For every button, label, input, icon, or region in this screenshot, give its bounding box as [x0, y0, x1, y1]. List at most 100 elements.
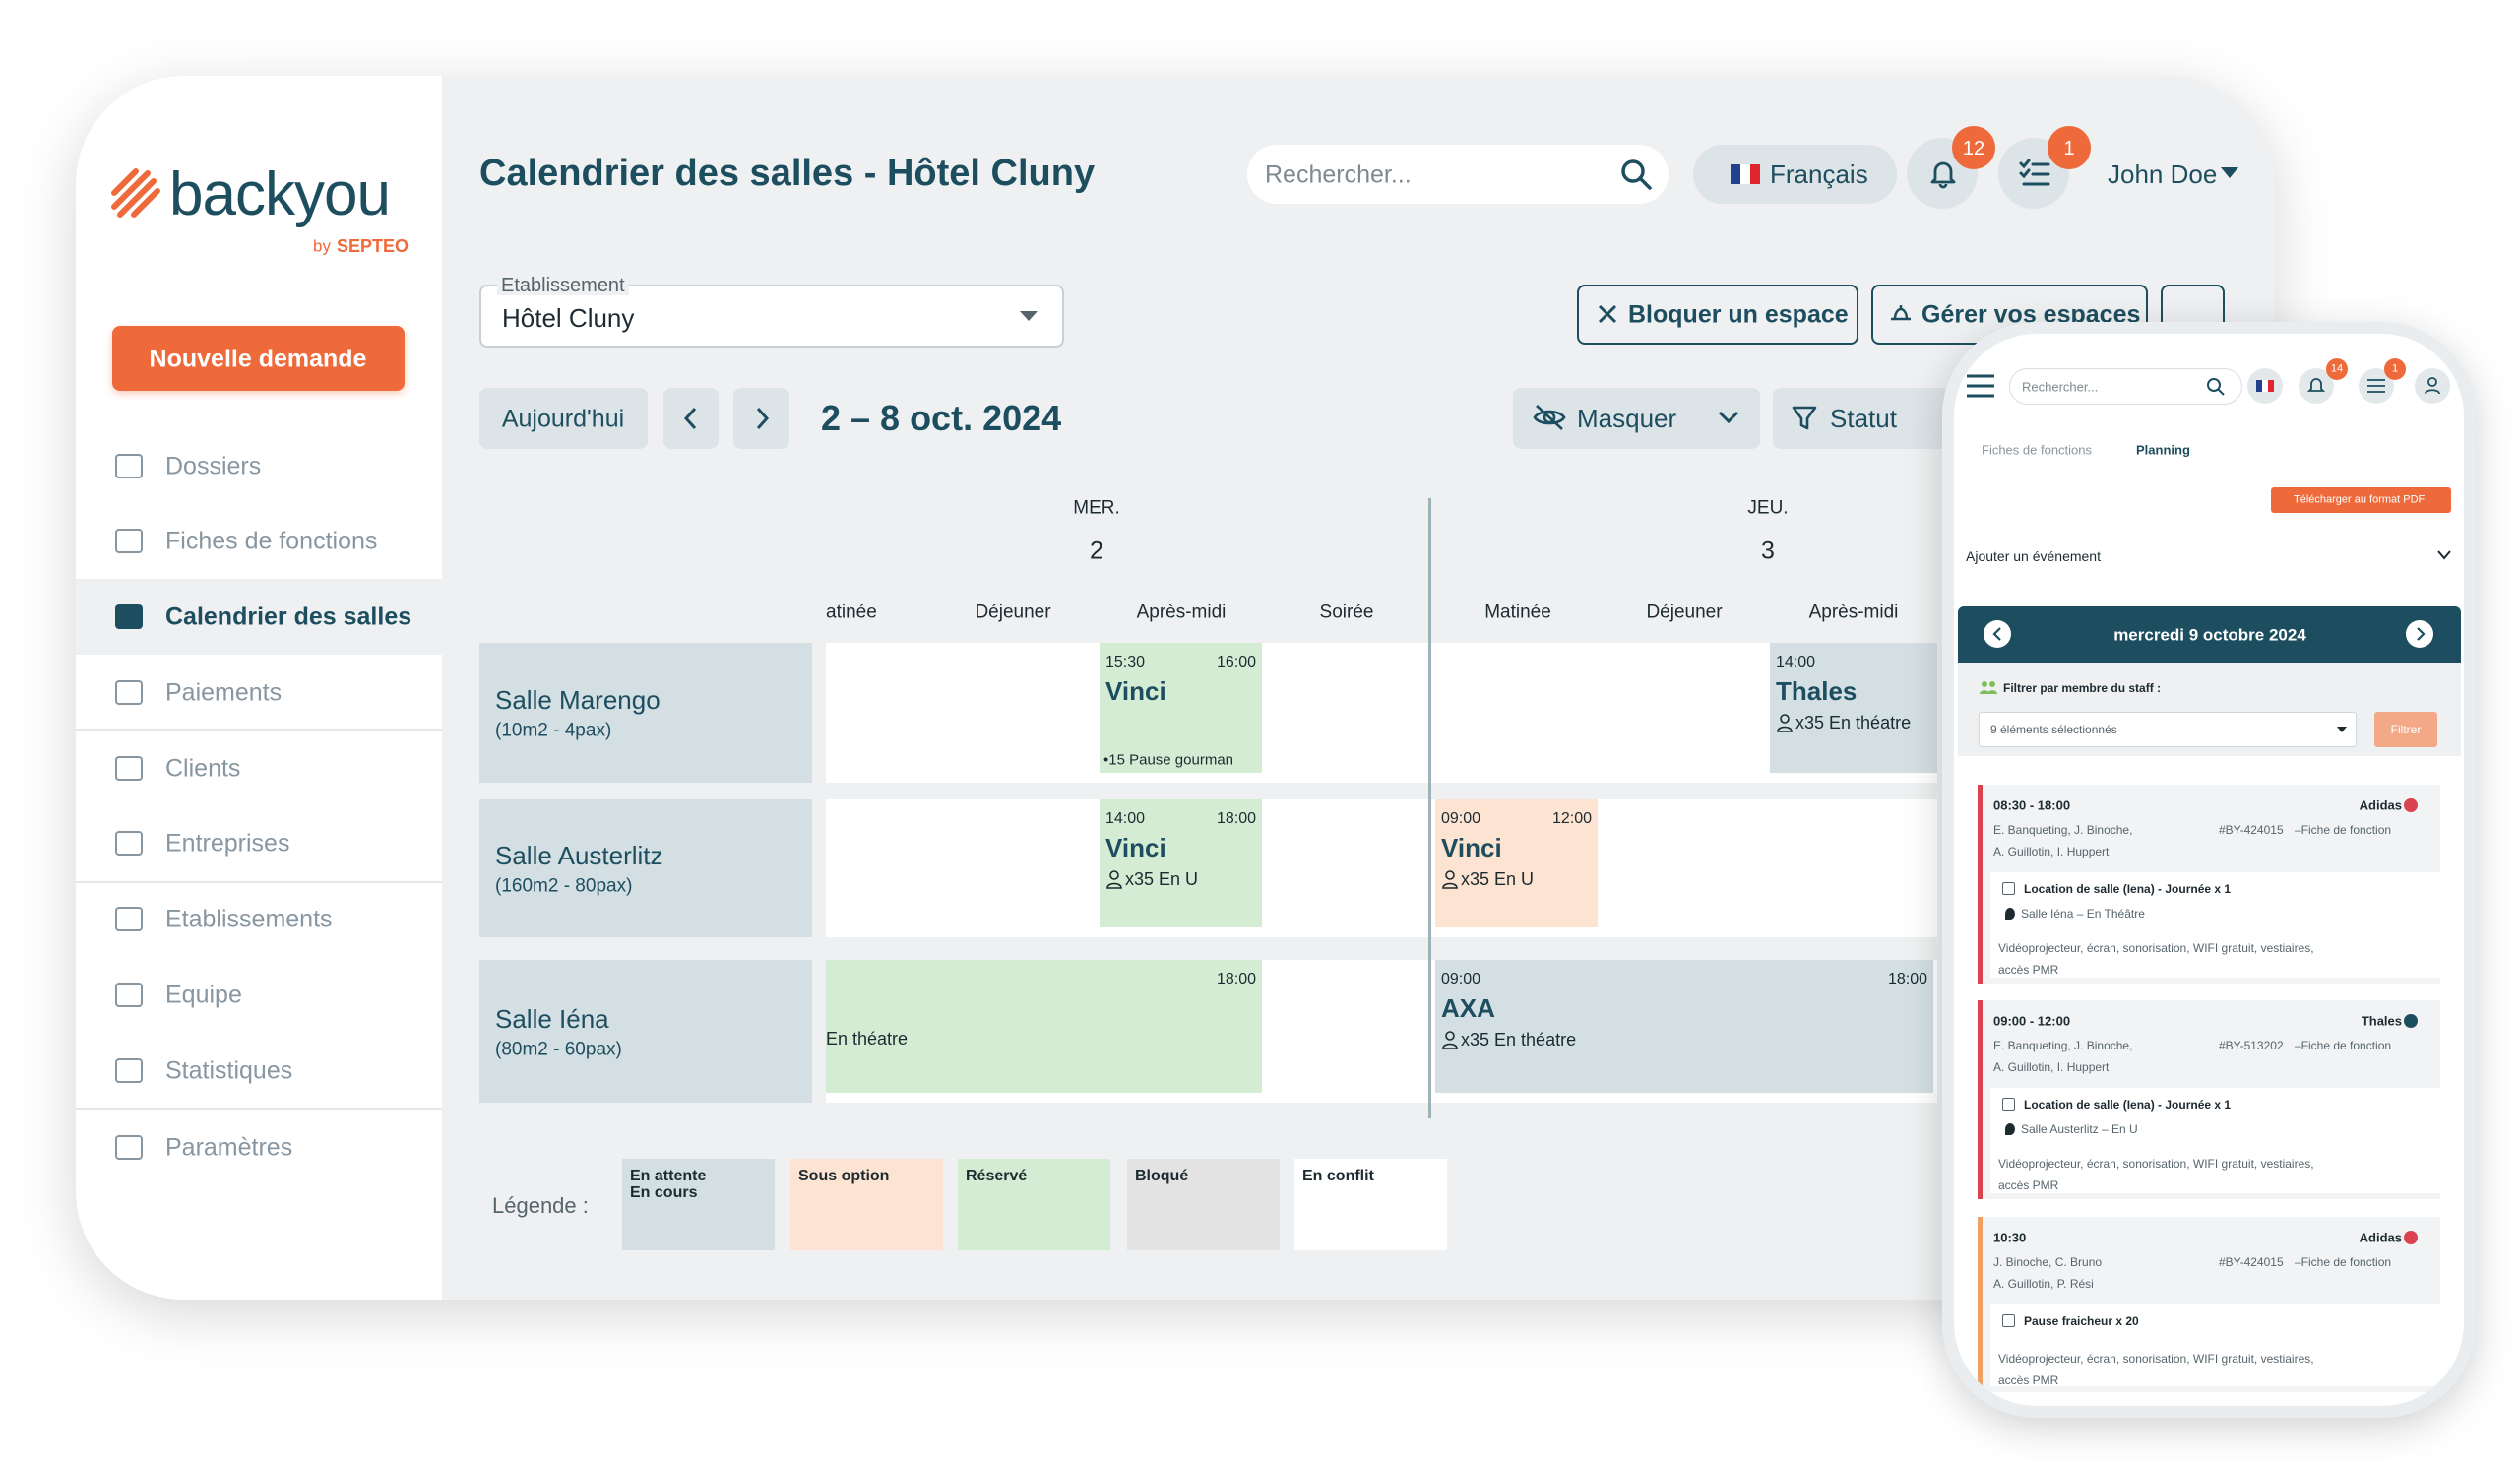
menu-item[interactable]: Calendrier des salles	[165, 603, 412, 631]
menu-item[interactable]: Paramètres	[165, 1133, 293, 1162]
event[interactable]	[1770, 643, 1937, 773]
mobile-search-placeholder[interactable]: Rechercher...	[2022, 379, 2099, 395]
block-space-label[interactable]: Bloquer un espace	[1628, 300, 1849, 329]
mobile-next-icon[interactable]	[2415, 627, 2426, 641]
weekday: JEU.	[1747, 497, 1789, 519]
event-start: 15:30	[1105, 654, 1146, 670]
today-button[interactable]	[479, 388, 648, 449]
legend-item: En attente	[630, 1168, 707, 1184]
legend-swatch	[790, 1159, 943, 1250]
next-icon[interactable]	[754, 407, 770, 430]
event[interactable]	[1435, 799, 1598, 927]
new-request-button[interactable]	[112, 326, 405, 391]
mobile-card-ref-link[interactable]: –Fiche de fonction	[2295, 1255, 2392, 1269]
legend-swatch	[1127, 1159, 1280, 1250]
menu-icon[interactable]	[115, 604, 143, 629]
menu-icon[interactable]	[115, 529, 143, 553]
menu-icon[interactable]	[115, 983, 143, 1007]
menu-icon[interactable]	[115, 454, 143, 478]
tasks-badge	[2048, 126, 2091, 169]
status-label[interactable]: Statut	[1830, 404, 1897, 433]
mobile-filter-label: Filtrer par membre du staff :	[2003, 681, 2162, 695]
room-details: (10m2 - 4pax)	[495, 720, 612, 741]
menu-item[interactable]: Paiements	[165, 678, 283, 707]
room-name[interactable]: Salle Marengo	[495, 685, 661, 715]
mobile-pdf-button[interactable]	[2271, 487, 2451, 513]
language-button[interactable]	[1693, 145, 1897, 204]
event[interactable]	[1100, 643, 1262, 773]
mobile-card-ref-link[interactable]: –Fiche de fonction	[2295, 823, 2392, 837]
mobile-card-ref-link[interactable]: –Fiche de fonction	[2295, 1039, 2392, 1052]
mobile-filter-button-label[interactable]: Filtrer	[2390, 723, 2422, 736]
mobile-search-icon[interactable]	[2206, 377, 2226, 397]
menu-icon[interactable]	[115, 680, 143, 705]
menu-icon[interactable]	[115, 831, 143, 856]
menu-item[interactable]: Fiches de fonctions	[165, 527, 378, 555]
hide-label[interactable]: Masquer	[1577, 404, 1677, 433]
language-label[interactable]: Français	[1770, 159, 1868, 189]
block-space-button[interactable]	[1577, 285, 1858, 345]
mobile-card-detail-bg	[1990, 872, 2440, 978]
menu-item[interactable]: Dossiers	[165, 452, 262, 480]
menu-icon[interactable]	[115, 756, 143, 781]
period-label: Matinée	[1484, 602, 1551, 623]
mobile-add-caret[interactable]	[2436, 549, 2452, 561]
menu-item[interactable]: Entreprises	[165, 829, 290, 858]
mobile-prev-icon[interactable]	[1991, 627, 2003, 641]
user-name[interactable]: John Doe	[2108, 159, 2218, 189]
weekday: MER.	[1073, 497, 1120, 519]
menu-item[interactable]: Equipe	[165, 981, 242, 1009]
mobile-prev[interactable]	[1984, 620, 2011, 648]
room-name[interactable]: Salle Austerlitz	[495, 841, 663, 870]
prev-icon[interactable]	[683, 407, 699, 430]
mobile-filter-button[interactable]	[2374, 712, 2437, 747]
menu-icon[interactable]	[1966, 374, 1995, 398]
mobile-date-bar	[1958, 606, 2461, 663]
legend-swatch	[1294, 1159, 1447, 1250]
new-request-label[interactable]: Nouvelle demande	[149, 345, 367, 373]
mobile-card-staff: E. Banqueting, J. Binoche,	[1993, 1039, 2133, 1052]
mobile-filter-select[interactable]	[1979, 712, 2357, 747]
search-icon[interactable]	[1619, 158, 1653, 191]
legend-item: Réservé	[966, 1168, 1028, 1184]
mobile-search-box[interactable]	[2009, 368, 2242, 405]
logo-by: by	[313, 236, 331, 256]
next-button[interactable]	[733, 388, 789, 449]
mobile-pin-icon	[2005, 1123, 2015, 1135]
event[interactable]	[1435, 960, 1933, 1093]
today-label[interactable]: Aujourd'hui	[501, 405, 625, 433]
menu-separator	[76, 729, 442, 731]
room-label-bg	[479, 960, 812, 1103]
mobile-card-staff: A. Guillotin, P. Rési	[1993, 1277, 2094, 1291]
event[interactable]	[1100, 799, 1262, 927]
room-name[interactable]: Salle Iéna	[495, 1003, 609, 1034]
mobile-pdf-label[interactable]: Télécharger au format PDF	[2294, 493, 2426, 506]
menu-item[interactable]: Statistiques	[165, 1056, 293, 1085]
mobile-tab-active[interactable]: Planning	[2136, 442, 2190, 458]
menu-separator	[76, 1108, 442, 1110]
period-label: Matinée	[826, 602, 877, 623]
menu-icon[interactable]	[115, 1058, 143, 1083]
mobile-card-equipment: Vidéoprojecteur, écran, sonorisation, WI…	[1998, 1157, 2314, 1171]
search-placeholder[interactable]: Rechercher...	[1265, 160, 1412, 189]
period-label: Soirée	[1319, 602, 1374, 623]
menu-icon[interactable]	[115, 1135, 143, 1160]
mobile-tab[interactable]: Fiches de fonctions	[1982, 442, 2093, 458]
search-box[interactable]	[1247, 145, 1669, 204]
menu-item[interactable]: Clients	[165, 754, 241, 783]
menu-item[interactable]: Etablissements	[165, 905, 333, 933]
user-caret[interactable]	[2221, 167, 2238, 179]
hide-caret	[1718, 411, 1739, 424]
event-title: Vinci	[1105, 833, 1166, 862]
mobile-next[interactable]	[2406, 620, 2433, 648]
mobile-bell	[2307, 378, 2325, 392]
mobile-add-event[interactable]: Ajouter un événement	[1966, 548, 2101, 564]
menu-icon[interactable]	[115, 907, 143, 931]
prev-button[interactable]	[663, 388, 719, 449]
mobile-filter-value[interactable]: 9 éléments sélectionnés	[1990, 723, 2117, 736]
event[interactable]	[826, 960, 1262, 1093]
mobile-card-staff: J. Binoche, C. Bruno	[1993, 1255, 2103, 1269]
establishment-value[interactable]: Hôtel Cluny	[502, 303, 635, 333]
event-title: Thales	[1776, 676, 1858, 706]
event-detail: En théatre	[826, 1029, 909, 1049]
